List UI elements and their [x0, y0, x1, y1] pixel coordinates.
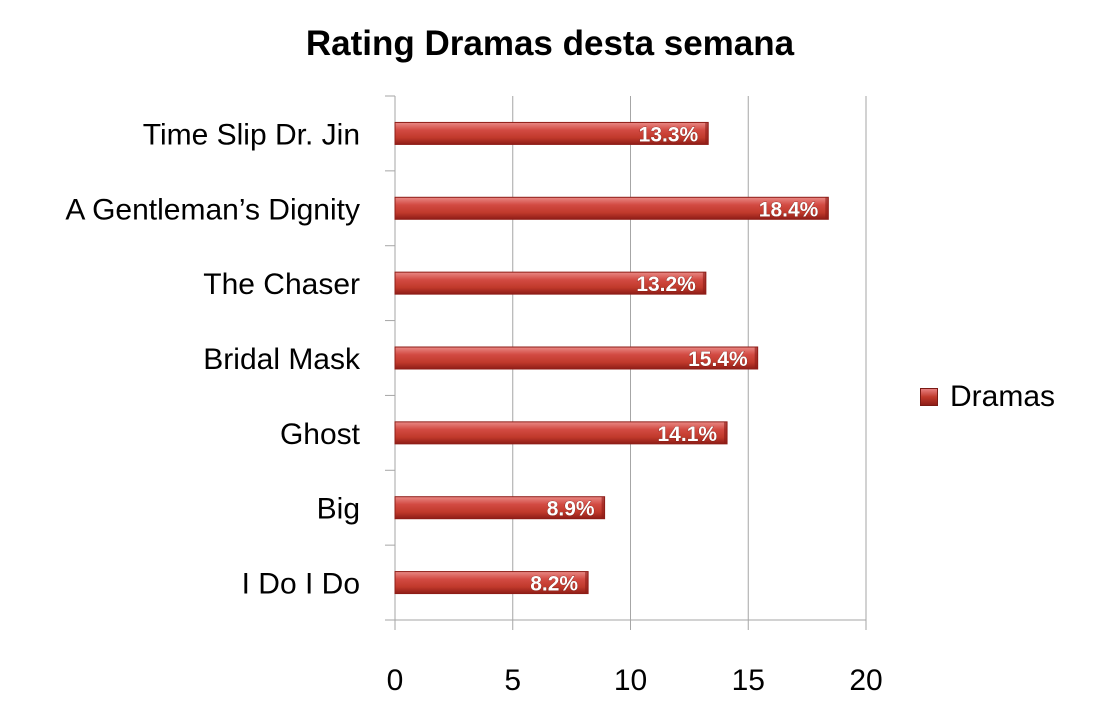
category-label: The Chaser	[203, 268, 360, 301]
bar	[394, 346, 759, 370]
bar-group: 14.1%	[394, 421, 728, 446]
data-label: 15.4%	[688, 348, 748, 371]
category-label: I Do I Do	[242, 568, 360, 601]
x-tick-label: 20	[849, 664, 882, 697]
bar-group: 8.9%	[394, 496, 606, 521]
chart-title: Rating Dramas desta semana	[305, 24, 795, 63]
bar-edge	[724, 421, 728, 444]
bar-edge	[585, 571, 589, 594]
data-label: 14.1%	[658, 423, 718, 446]
bar-edge	[825, 197, 829, 220]
category-label: Time Slip Dr. Jin	[143, 118, 360, 151]
legend: Dramas	[920, 380, 1055, 414]
data-label: 13.3%	[639, 123, 699, 146]
bar-group: 15.4%	[394, 346, 759, 371]
data-label: 8.2%	[530, 573, 578, 596]
bar-group: 13.3%	[394, 121, 709, 147]
bar-group: 13.2%	[394, 271, 707, 296]
category-label: A Gentleman’s Dignity	[65, 193, 360, 226]
bar-edge	[754, 347, 758, 369]
legend-swatch	[920, 388, 938, 406]
bar-edge	[702, 272, 706, 295]
x-tick-labels: 0 5 10 15 20	[387, 664, 883, 697]
data-label: 8.9%	[547, 498, 595, 521]
data-label: 13.2%	[636, 273, 696, 296]
x-tick-label: 15	[732, 664, 765, 697]
bar-edge	[601, 496, 605, 519]
x-tick-label: 10	[614, 664, 647, 697]
legend-label: Dramas	[950, 380, 1056, 413]
category-labels: Time Slip Dr. Jin A Gentleman’s Dignity Th…	[65, 118, 361, 600]
data-label: 18.4%	[759, 198, 819, 221]
bar-group: 18.4%	[394, 196, 829, 222]
category-label: Bridal Mask	[203, 343, 361, 376]
bar-group: 8.2%	[394, 571, 589, 596]
bar-edge	[705, 122, 709, 145]
category-label: Ghost	[280, 418, 361, 451]
category-label: Big	[317, 493, 360, 526]
bars: 13.3% 18.4% 13.2% 15.4% 14.1% 8.9% 8.2%	[394, 121, 829, 596]
x-tick-label: 5	[504, 664, 521, 697]
x-tick-label: 0	[387, 664, 404, 697]
